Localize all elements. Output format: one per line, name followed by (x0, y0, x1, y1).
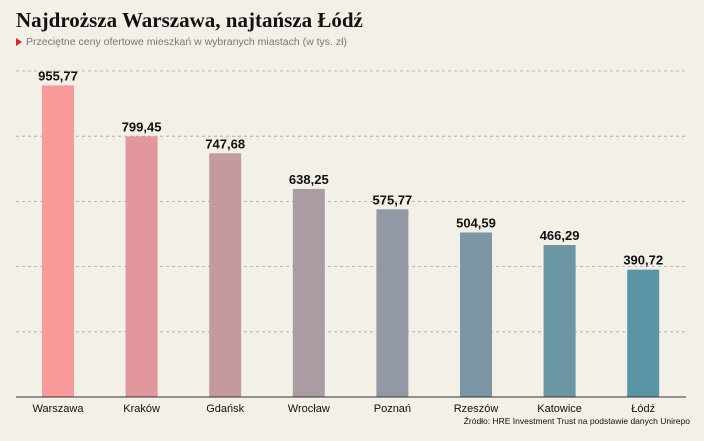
bar (125, 136, 158, 397)
x-tick-label: Warszawa (33, 403, 85, 415)
x-tick-label: Poznań (374, 403, 411, 415)
data-label: 575,77 (373, 192, 413, 207)
data-label: 466,29 (540, 228, 580, 243)
bar (209, 153, 242, 397)
x-tick-label: Łódź (631, 403, 655, 415)
data-label: 799,45 (122, 119, 162, 134)
data-label: 955,77 (38, 68, 78, 83)
bar-group: 575,77 Poznań (373, 192, 413, 415)
bar (627, 269, 660, 397)
data-label: 504,59 (456, 216, 496, 231)
bar-group: 504,59 Rzeszów (454, 216, 499, 415)
bar (292, 188, 325, 397)
source-note: Źródło: HRE Investment Trust na podstawi… (463, 416, 690, 426)
bar (376, 209, 409, 397)
chart-subtitle-text: Przeciętne ceny ofertowe mieszkań w wybr… (26, 36, 347, 48)
bar-group: 747,68 Gdańsk (205, 136, 245, 415)
chart-subtitle: Przeciętne ceny ofertowe mieszkań w wybr… (16, 36, 347, 48)
x-tick-label: Kraków (123, 403, 160, 415)
x-tick-label: Katowice (537, 403, 582, 415)
bar-group: 955,77 Warszawa (33, 68, 85, 415)
bar (42, 85, 74, 398)
bar (460, 232, 492, 397)
x-tick-label: Gdańsk (206, 403, 244, 415)
bar-group: 638,25 Wrocław (288, 172, 330, 415)
data-label: 638,25 (289, 172, 329, 187)
x-tick-label: Wrocław (288, 403, 330, 415)
triangle-marker-icon (16, 38, 22, 46)
bar-group: 390,72 Łódź (623, 253, 663, 415)
bar-group: 799,45 Kraków (122, 119, 162, 415)
chart-title: Najdroższa Warszawa, najtańsza Łódź (16, 8, 363, 32)
data-label: 390,72 (623, 253, 663, 268)
x-tick-label: Rzeszów (454, 403, 499, 415)
bar-group: 466,29 Katowice (537, 228, 582, 415)
grid-lines (16, 70, 686, 333)
data-label: 747,68 (205, 136, 245, 151)
bar (543, 244, 576, 397)
